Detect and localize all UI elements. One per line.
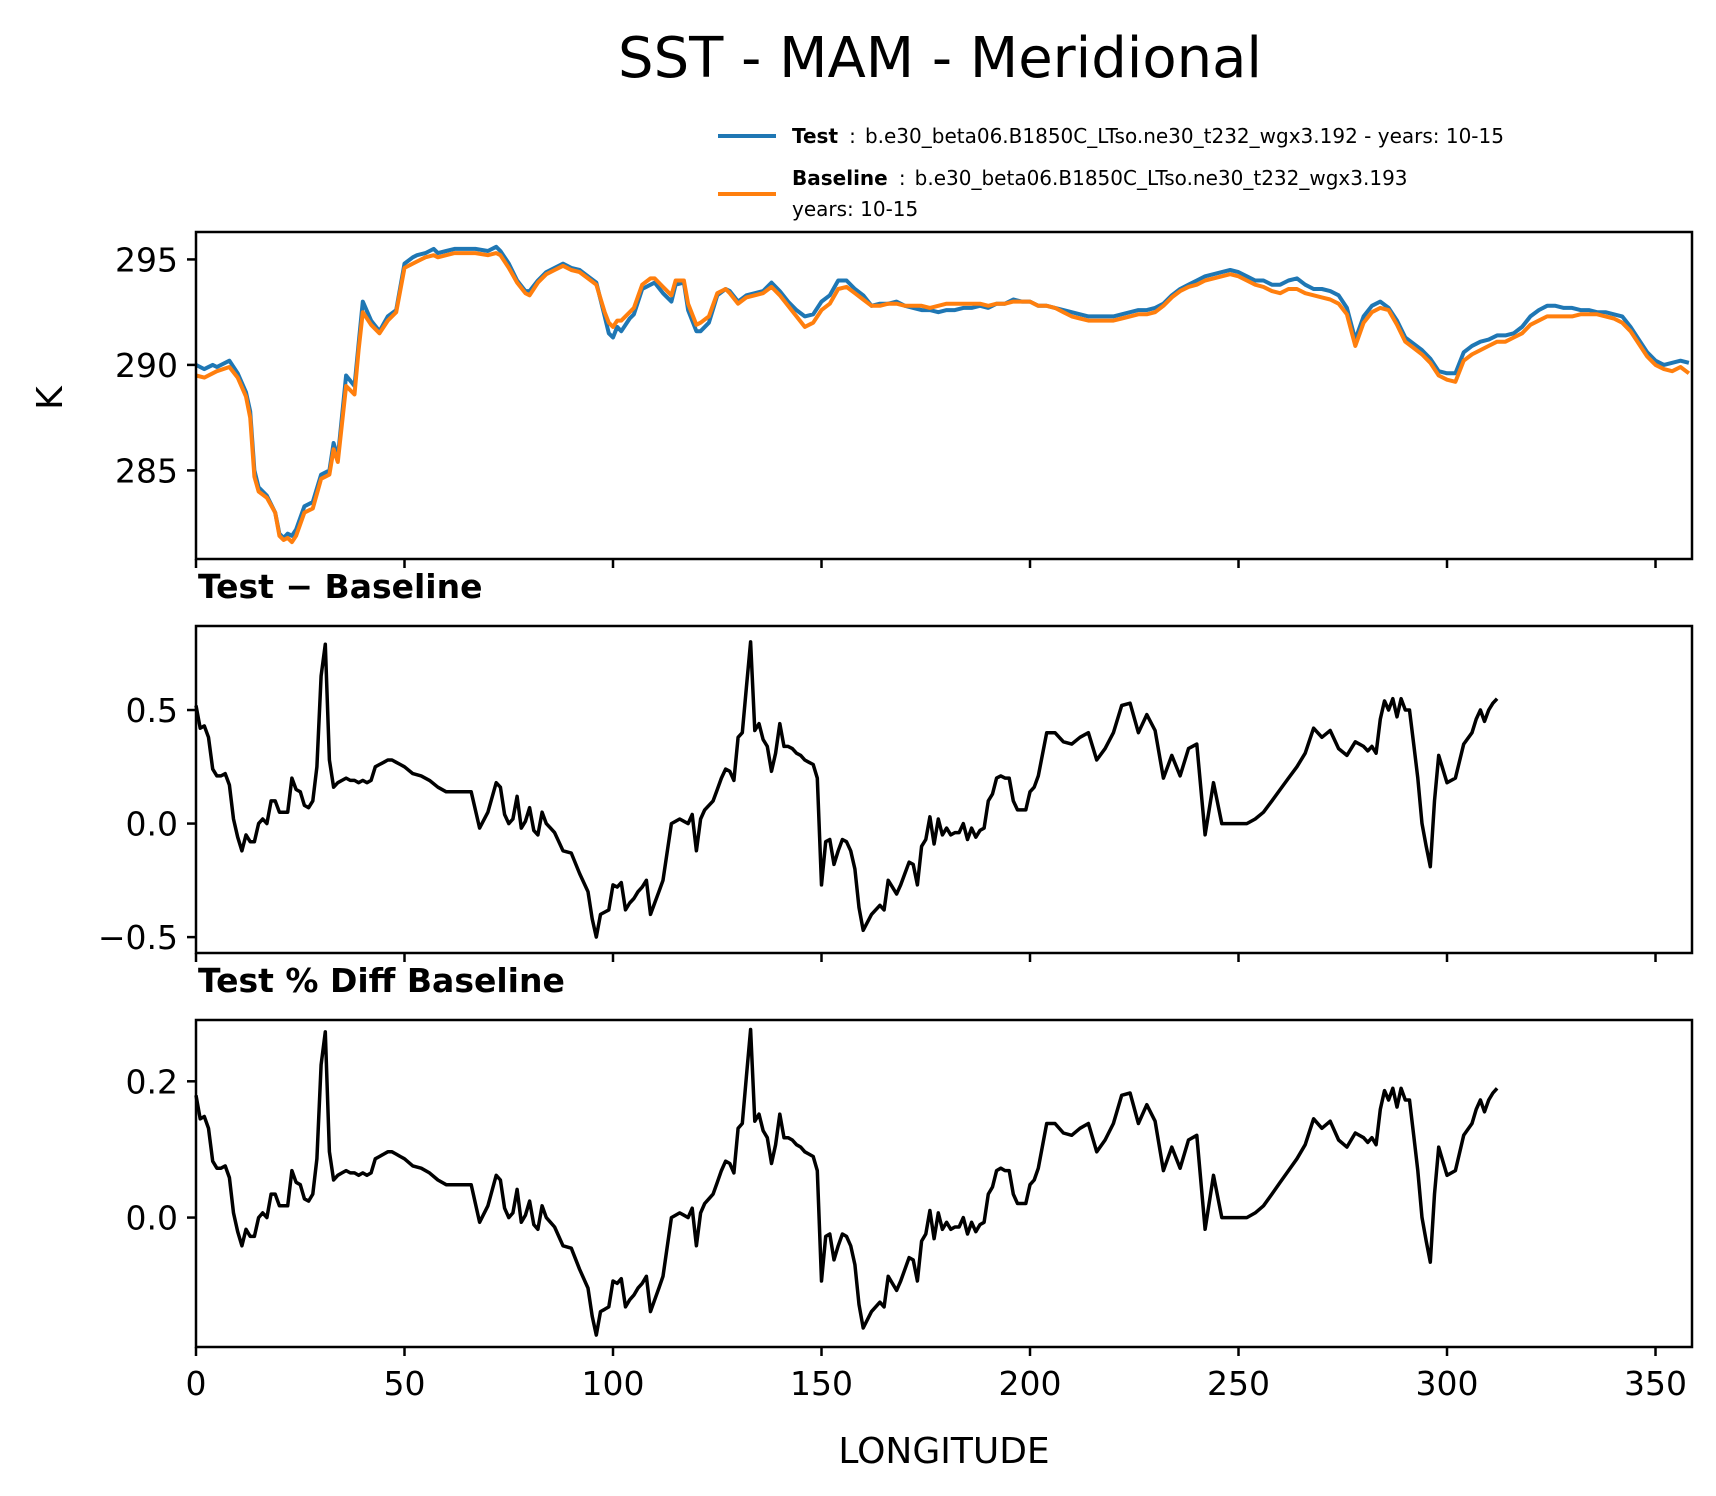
legend-baseline-text-2: years: 10-15 [792, 197, 918, 221]
y-tick-label: 0.0 [126, 1199, 178, 1238]
series-line-test-baseline [194, 640, 1499, 939]
legend-test-name: Test [792, 124, 838, 148]
y-axis-label: K [30, 385, 71, 410]
x-tick-label: 350 [1624, 1364, 1687, 1403]
figure-title: SST - MAM - Meridional [618, 26, 1262, 91]
x-tick-label: 300 [1416, 1364, 1479, 1403]
y-tick-label: 285 [115, 451, 178, 490]
series-line-test-diff-baseline [194, 1027, 1499, 1337]
y-tick-label: 290 [115, 346, 178, 385]
x-tick-label: 0 [186, 1364, 207, 1403]
y-tick-label: 0.2 [126, 1062, 178, 1101]
y-tick-label: −0.5 [98, 918, 178, 957]
legend-test-sep: : [849, 124, 856, 148]
x-tick-label: 100 [582, 1364, 645, 1403]
x-tick-label: 150 [790, 1364, 853, 1403]
series-line-test [195, 244, 1690, 540]
legend-baseline-name: Baseline [792, 166, 888, 190]
x-tick-label: 200 [999, 1364, 1062, 1403]
legend-baseline-sep: : [899, 166, 906, 190]
x-tick-label: 250 [1207, 1364, 1270, 1403]
percent-diff-axes-frame [194, 1018, 1694, 1349]
y-tick-label: 295 [115, 240, 178, 279]
series-line-baseline [195, 251, 1691, 545]
x-tick-label: 50 [384, 1364, 426, 1403]
percent-diff-plot-area [194, 1027, 1499, 1337]
values-axes-frame [194, 230, 1694, 561]
values-plot-area [195, 244, 1691, 545]
panel-percent-difference: 0.0 0.2 0 50 100 150 200 250 300 350 [126, 1018, 1694, 1403]
y-tick-label: 0.0 [126, 805, 178, 844]
legend: Test : b.e30_beta06.B1850C_LTso.ne30_t23… [718, 124, 1504, 221]
legend-test-text: b.e30_beta06.B1850C_LTso.ne30_t232_wgx3.… [865, 124, 1504, 148]
y-tick-label: 0.5 [126, 691, 178, 730]
x-axis-label: LONGITUDE [838, 1431, 1049, 1472]
difference-plot-area [194, 640, 1499, 939]
percent-diff-panel-title: Test % Diff Baseline [198, 961, 565, 1000]
panel-difference: −0.5 0.0 0.5 [98, 624, 1694, 962]
difference-ticks: −0.5 0.0 0.5 [98, 691, 1657, 962]
legend-baseline-label: Baseline : b.e30_beta06.B1850C_LTso.ne30… [792, 166, 1408, 190]
difference-panel-title: Test − Baseline [198, 567, 483, 606]
percent-diff-ticks: 0.0 0.2 0 50 100 150 200 250 300 350 [126, 1062, 1687, 1403]
values-ticks: 285 290 295 [115, 240, 1657, 568]
difference-axes-frame [194, 624, 1694, 955]
legend-test-label: Test : b.e30_beta06.B1850C_LTso.ne30_t23… [792, 124, 1504, 148]
panel-values: 285 290 295 [115, 230, 1694, 568]
legend-baseline-text-1: b.e30_beta06.B1850C_LTso.ne30_t232_wgx3.… [915, 166, 1408, 190]
